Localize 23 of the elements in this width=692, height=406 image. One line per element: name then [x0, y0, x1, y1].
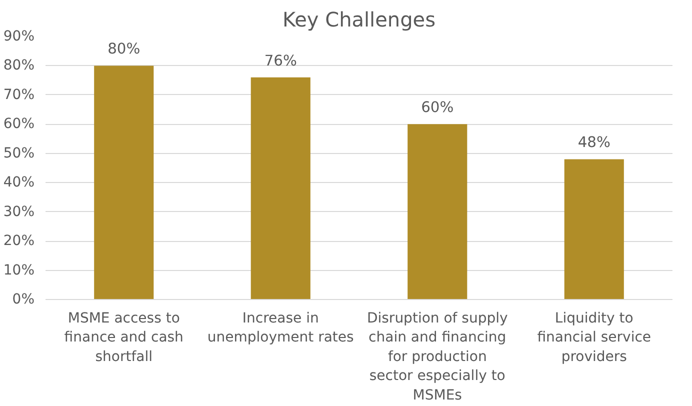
- y-tick-label: 20%: [3, 233, 35, 250]
- data-label: 80%: [108, 40, 140, 58]
- y-tick-label: 80%: [3, 58, 35, 74]
- x-tick-label: Increase in unemployment rates: [207, 310, 354, 346]
- bar: [94, 66, 154, 300]
- x-tick-label: MSME access to finance and cash shortfall: [64, 310, 184, 365]
- x-tick-label: Liquidity to financial service providers: [537, 310, 652, 365]
- x-tick-label: Disruption of supply chain and financing for production sector especially to MSMEs: [366, 310, 508, 404]
- y-tick-label: 90%: [3, 28, 35, 44]
- data-label: 48%: [578, 134, 610, 152]
- y-tick-label: 0%: [12, 292, 35, 308]
- bar: [564, 159, 624, 300]
- y-tick-label: 10%: [3, 262, 35, 278]
- y-tick-label: 30%: [3, 204, 35, 220]
- y-tick-label: 70%: [3, 86, 35, 103]
- y-tick-label: 40%: [3, 174, 35, 191]
- y-tick-label: 50%: [3, 145, 35, 162]
- y-tick-label: 60%: [3, 116, 35, 132]
- data-label: 60%: [421, 99, 454, 116]
- data-label: 76%: [264, 52, 297, 70]
- bar: [250, 77, 310, 300]
- chart-title: Key Challenges: [282, 8, 436, 32]
- bar: [408, 124, 468, 300]
